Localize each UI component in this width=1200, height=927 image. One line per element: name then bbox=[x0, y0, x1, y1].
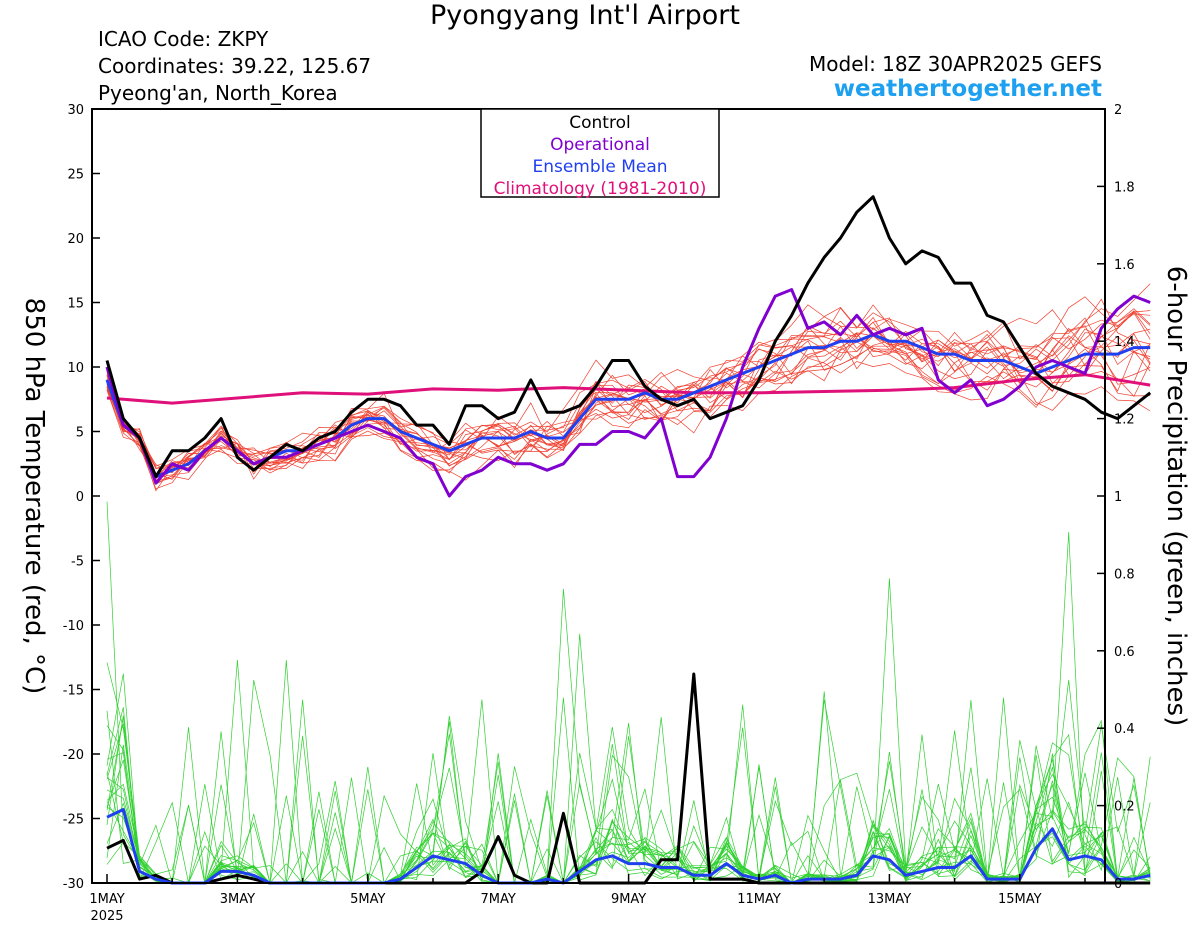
x-tick-sublabel: 2025 bbox=[90, 909, 123, 924]
x-tick-label: 3MAY bbox=[220, 892, 255, 907]
right-tick-label: 1.8 bbox=[1114, 180, 1135, 195]
right-tick-label: 1.4 bbox=[1114, 335, 1135, 350]
climatology-1981-2010-temp-line bbox=[106, 373, 1151, 405]
left-tick-label: -25 bbox=[63, 813, 84, 828]
precip-member-line bbox=[106, 501, 1151, 884]
x-tick-label: 13MAY bbox=[868, 892, 912, 907]
model-label: Model: 18Z 30APR2025 GEFS bbox=[809, 52, 1102, 76]
chart-series bbox=[105, 195, 1152, 885]
left-tick-label: 30 bbox=[67, 103, 84, 118]
icao-code: ICAO Code: ZKPY bbox=[98, 27, 269, 51]
legend-entry: Control bbox=[569, 113, 630, 133]
legend-entry: Ensemble Mean bbox=[532, 157, 667, 177]
left-tick-label: -15 bbox=[63, 684, 84, 699]
left-tick-label: -30 bbox=[63, 877, 84, 892]
left-tick-label: -20 bbox=[63, 748, 84, 763]
right-tick-label: 2 bbox=[1114, 103, 1122, 118]
left-tick-label: 25 bbox=[67, 168, 84, 183]
left-tick-label: -5 bbox=[71, 555, 84, 570]
right-tick-label: 0.2 bbox=[1114, 800, 1135, 815]
temp-member-line bbox=[106, 326, 1151, 474]
left-tick-label: 5 bbox=[76, 426, 84, 441]
x-tick-label: 15MAY bbox=[998, 892, 1042, 907]
x-tick-label: 11MAY bbox=[737, 892, 781, 907]
site-link[interactable]: weathertogether.net bbox=[833, 76, 1102, 102]
ensemble-mean-temp-line bbox=[105, 333, 1151, 479]
right-tick-label: 1 bbox=[1114, 490, 1122, 505]
left-tick-label: 0 bbox=[76, 490, 84, 505]
precip-member-line bbox=[106, 633, 1151, 884]
temp-member-line bbox=[106, 312, 1151, 490]
right-tick-label: 0.8 bbox=[1114, 567, 1135, 582]
precip-member-line bbox=[106, 531, 1151, 884]
left-tick-label: 10 bbox=[67, 361, 84, 376]
precip-member-line bbox=[106, 679, 1151, 884]
x-tick-label: 5MAY bbox=[350, 892, 385, 907]
precip-member-line bbox=[106, 659, 1151, 884]
right-tick-label: 0 bbox=[1114, 877, 1122, 892]
right-tick-label: 0.4 bbox=[1114, 722, 1135, 737]
operational-temp-line bbox=[105, 288, 1151, 498]
legend-entry: Climatology (1981-2010) bbox=[494, 179, 707, 199]
right-tick-label: 0.6 bbox=[1114, 645, 1135, 660]
x-tick-label: 1MAY bbox=[89, 892, 124, 907]
legend-box bbox=[480, 108, 720, 198]
control-temp-line bbox=[105, 195, 1152, 479]
x-tick-label: 7MAY bbox=[481, 892, 516, 907]
legend-entry: Operational bbox=[550, 135, 650, 155]
plot-frame bbox=[91, 108, 1106, 884]
precip-member-line bbox=[106, 725, 1151, 884]
ensemble-members bbox=[106, 283, 1151, 885]
precip-member-line bbox=[106, 578, 1151, 884]
location: Pyeong'an, North_Korea bbox=[98, 81, 338, 105]
left-tick-label: 20 bbox=[67, 232, 84, 247]
axis-ticks: 302520151050-5-10-15-20-25-3021.81.61.41… bbox=[63, 103, 1135, 924]
x-tick-label: 9MAY bbox=[611, 892, 646, 907]
temp-member-line bbox=[106, 296, 1151, 483]
coordinates: Coordinates: 39.22, 125.67 bbox=[98, 54, 372, 78]
right-tick-label: 1.6 bbox=[1114, 258, 1135, 273]
precip-member-line bbox=[106, 660, 1151, 884]
precip-member-line bbox=[106, 716, 1151, 884]
right-tick-label: 1.2 bbox=[1114, 413, 1135, 428]
left-tick-label: -10 bbox=[63, 619, 84, 634]
page-title: Pyongyang Int'l Airport bbox=[430, 0, 740, 31]
temp-member-line bbox=[106, 316, 1151, 483]
left-tick-label: 15 bbox=[67, 297, 84, 312]
